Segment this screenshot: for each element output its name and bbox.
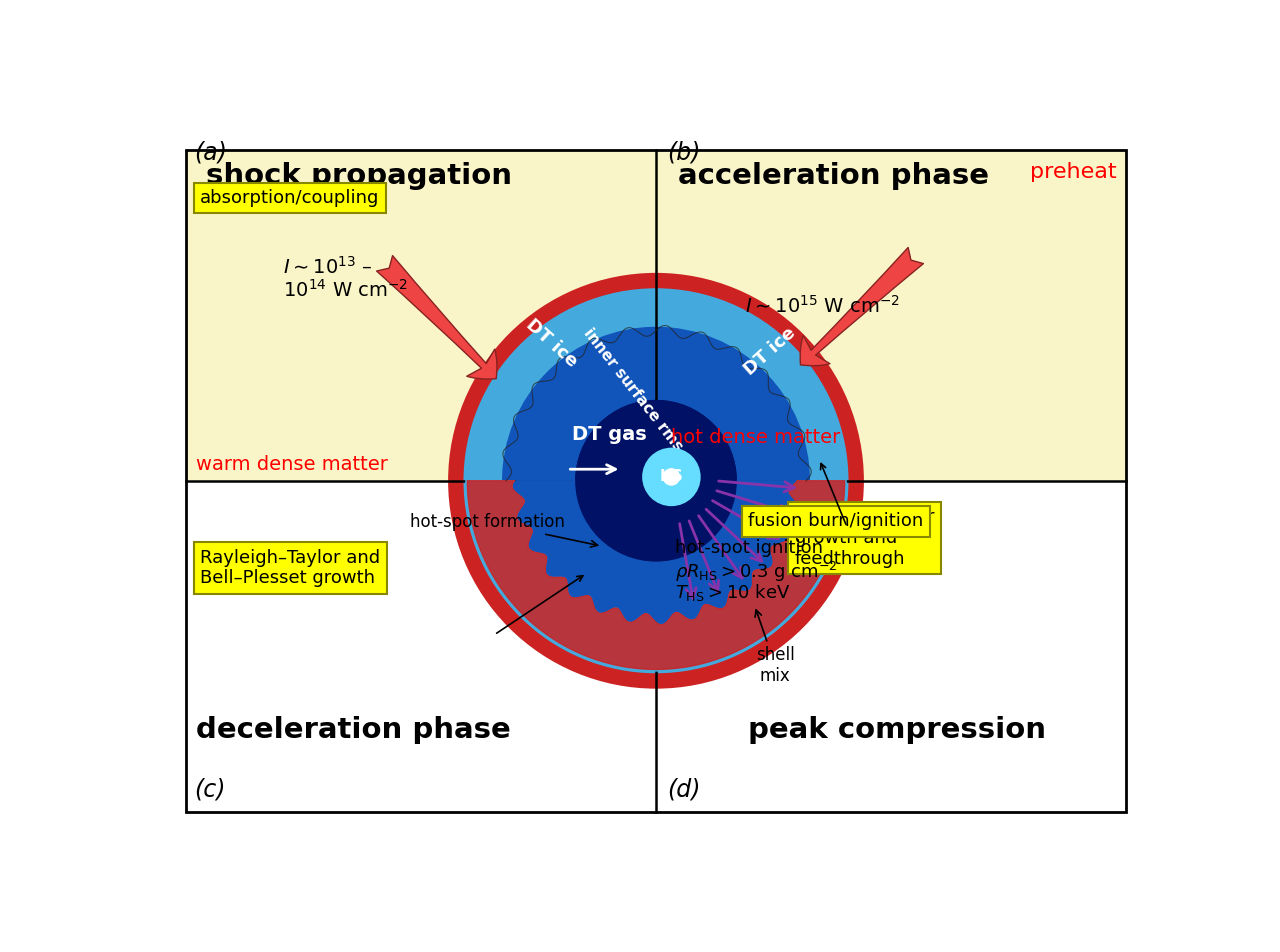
Text: $I \sim 10^{13}$ –: $I \sim 10^{13}$ – bbox=[283, 256, 372, 278]
Circle shape bbox=[663, 468, 680, 486]
Polygon shape bbox=[466, 481, 846, 671]
Bar bbox=[187, 149, 1125, 481]
Text: absorption/coupling: absorption/coupling bbox=[200, 188, 380, 207]
Text: $\rho R_{\mathrm{HS}} > 0.3$ g cm$^{-2}$: $\rho R_{\mathrm{HS}} > 0.3$ g cm$^{-2}$ bbox=[676, 560, 837, 585]
Text: DT ice: DT ice bbox=[522, 316, 581, 371]
Text: preheat: preheat bbox=[1030, 162, 1116, 182]
Text: deceleration phase: deceleration phase bbox=[196, 717, 511, 744]
Bar bbox=[187, 481, 1125, 812]
Text: $T_{\mathrm{HS}} > 10$ keV: $T_{\mathrm{HS}} > 10$ keV bbox=[676, 582, 791, 603]
Circle shape bbox=[662, 467, 681, 486]
Text: acceleration phase: acceleration phase bbox=[677, 162, 988, 190]
Circle shape bbox=[575, 400, 737, 562]
Text: $I \sim 10^{15}$ W cm$^{-2}$: $I \sim 10^{15}$ W cm$^{-2}$ bbox=[745, 294, 900, 316]
Text: (c): (c) bbox=[195, 778, 225, 802]
Polygon shape bbox=[467, 481, 845, 669]
Circle shape bbox=[575, 400, 737, 562]
Text: hot-spot ignition: hot-spot ignition bbox=[676, 539, 823, 557]
Circle shape bbox=[646, 452, 696, 502]
Text: fusion burn/ignition: fusion burn/ignition bbox=[749, 512, 924, 530]
Text: DT gas: DT gas bbox=[572, 425, 648, 444]
Circle shape bbox=[448, 273, 864, 688]
Text: inner surface rms: inner surface rms bbox=[580, 326, 685, 454]
Circle shape bbox=[643, 447, 700, 506]
Text: (d): (d) bbox=[668, 778, 701, 802]
Circle shape bbox=[652, 457, 691, 496]
Text: Rayleigh–Taylor
growth and
feedthrough: Rayleigh–Taylor growth and feedthrough bbox=[795, 508, 936, 568]
Circle shape bbox=[502, 327, 810, 635]
Polygon shape bbox=[513, 481, 796, 624]
Text: warm dense matter: warm dense matter bbox=[196, 455, 388, 473]
Circle shape bbox=[667, 472, 676, 482]
Text: (a): (a) bbox=[195, 141, 227, 165]
Text: hot dense matter: hot dense matter bbox=[672, 427, 841, 446]
Text: (b): (b) bbox=[668, 141, 701, 165]
Text: peak compression: peak compression bbox=[749, 717, 1047, 744]
Text: DT ice: DT ice bbox=[741, 324, 799, 379]
Text: Rayleigh–Taylor and
Bell–Plesset growth: Rayleigh–Taylor and Bell–Plesset growth bbox=[200, 548, 380, 587]
Circle shape bbox=[463, 288, 849, 673]
Text: hot-spot formation: hot-spot formation bbox=[410, 513, 598, 547]
Circle shape bbox=[657, 463, 686, 491]
Text: $10^{14}$ W cm$^{-2}$: $10^{14}$ W cm$^{-2}$ bbox=[283, 279, 408, 301]
Text: shell
mix: shell mix bbox=[755, 610, 795, 685]
Text: HS: HS bbox=[659, 469, 684, 485]
Text: shock propagation: shock propagation bbox=[206, 162, 512, 190]
